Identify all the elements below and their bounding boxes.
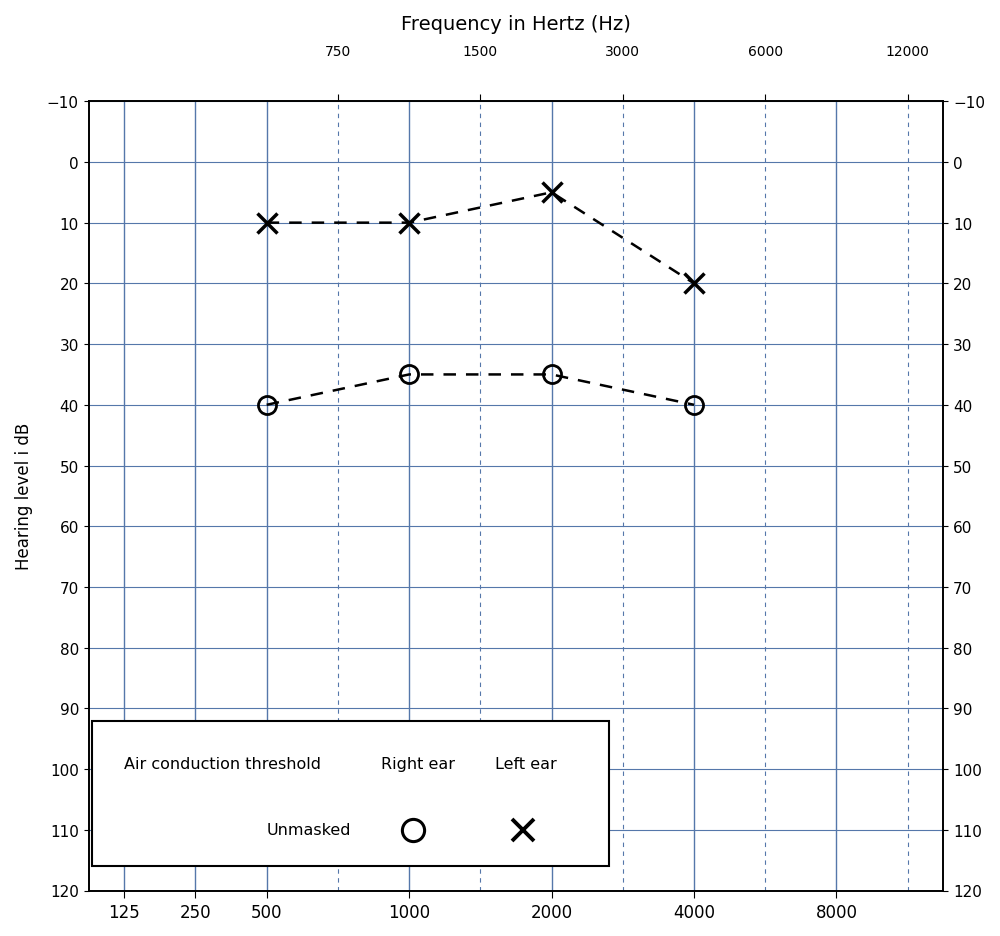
FancyBboxPatch shape <box>92 721 609 867</box>
Text: Air conduction threshold: Air conduction threshold <box>124 755 321 770</box>
Text: Right ear: Right ear <box>381 755 455 770</box>
Y-axis label: Hearing level i dB: Hearing level i dB <box>15 423 33 570</box>
Title: Frequency in Hertz (Hz): Frequency in Hertz (Hz) <box>401 15 631 34</box>
Text: Left ear: Left ear <box>495 755 556 770</box>
Text: Unmasked: Unmasked <box>267 823 351 838</box>
